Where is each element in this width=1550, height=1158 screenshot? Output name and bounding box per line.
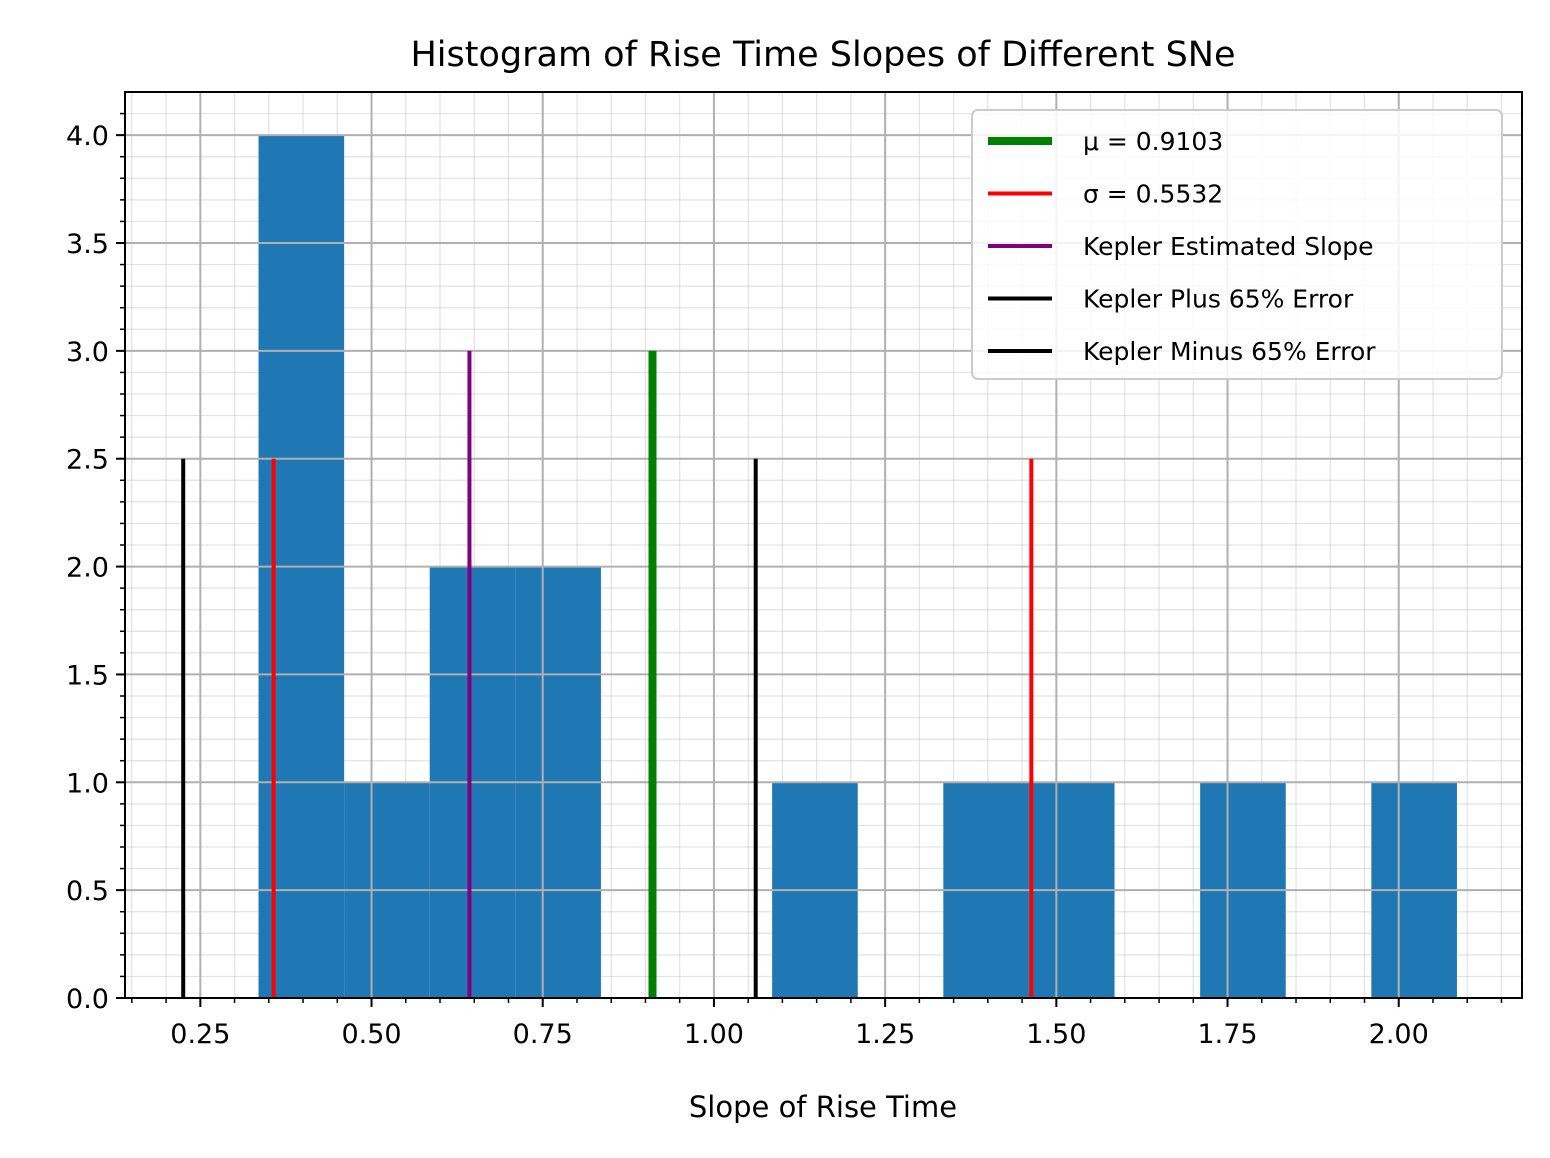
x-tick-label: 0.25 <box>170 1019 230 1050</box>
legend-label: Kepler Estimated Slope <box>1083 232 1374 261</box>
x-tick-label: 1.25 <box>855 1019 915 1050</box>
y-tick-label: 1.5 <box>66 660 109 691</box>
y-tick-label: 4.0 <box>66 121 109 152</box>
x-tick-label: 1.00 <box>684 1019 744 1050</box>
y-tick-label: 3.5 <box>66 229 109 260</box>
major-grid <box>125 92 1522 999</box>
vertical-marker-lines <box>181 350 1034 998</box>
axis-ticks <box>116 112 1503 1007</box>
x-tick-label: 2.00 <box>1369 1019 1429 1050</box>
legend-box <box>971 109 1503 380</box>
x-axis-label: Slope of Rise Time <box>689 1090 957 1124</box>
legend-label: Kepler Minus 65% Error <box>1083 337 1376 366</box>
x-tick-labels: 0.25 0.50 0.75 1.00 1.25 1.50 1.75 2.00 <box>170 1019 1429 1050</box>
legend-label: Kepler Plus 65% Error <box>1083 285 1354 314</box>
y-tick-label: 2.0 <box>66 553 109 584</box>
x-tick-label: 1.50 <box>1026 1019 1086 1050</box>
x-tick-label: 1.75 <box>1197 1019 1257 1050</box>
x-tick-label: 0.50 <box>341 1019 401 1050</box>
x-tick-label: 0.75 <box>513 1019 573 1050</box>
y-tick-label: 2.5 <box>66 445 109 476</box>
legend: μ = 0.9103 σ = 0.5532 Kepler Estimated Slo… <box>971 109 1503 380</box>
chart-title: Histogram of Rise Time Slopes of Differe… <box>410 35 1235 75</box>
legend-label: σ = 0.5532 <box>1083 180 1223 209</box>
y-tick-labels: 0.0 0.5 1.0 1.5 2.0 2.5 3.0 3.5 4.0 <box>66 121 109 1015</box>
y-tick-label: 1.0 <box>66 768 109 799</box>
y-tick-label: 0.0 <box>66 984 109 1015</box>
y-tick-label: 3.0 <box>66 337 109 368</box>
y-tick-label: 0.5 <box>66 876 109 907</box>
legend-label: μ = 0.9103 <box>1083 127 1223 156</box>
